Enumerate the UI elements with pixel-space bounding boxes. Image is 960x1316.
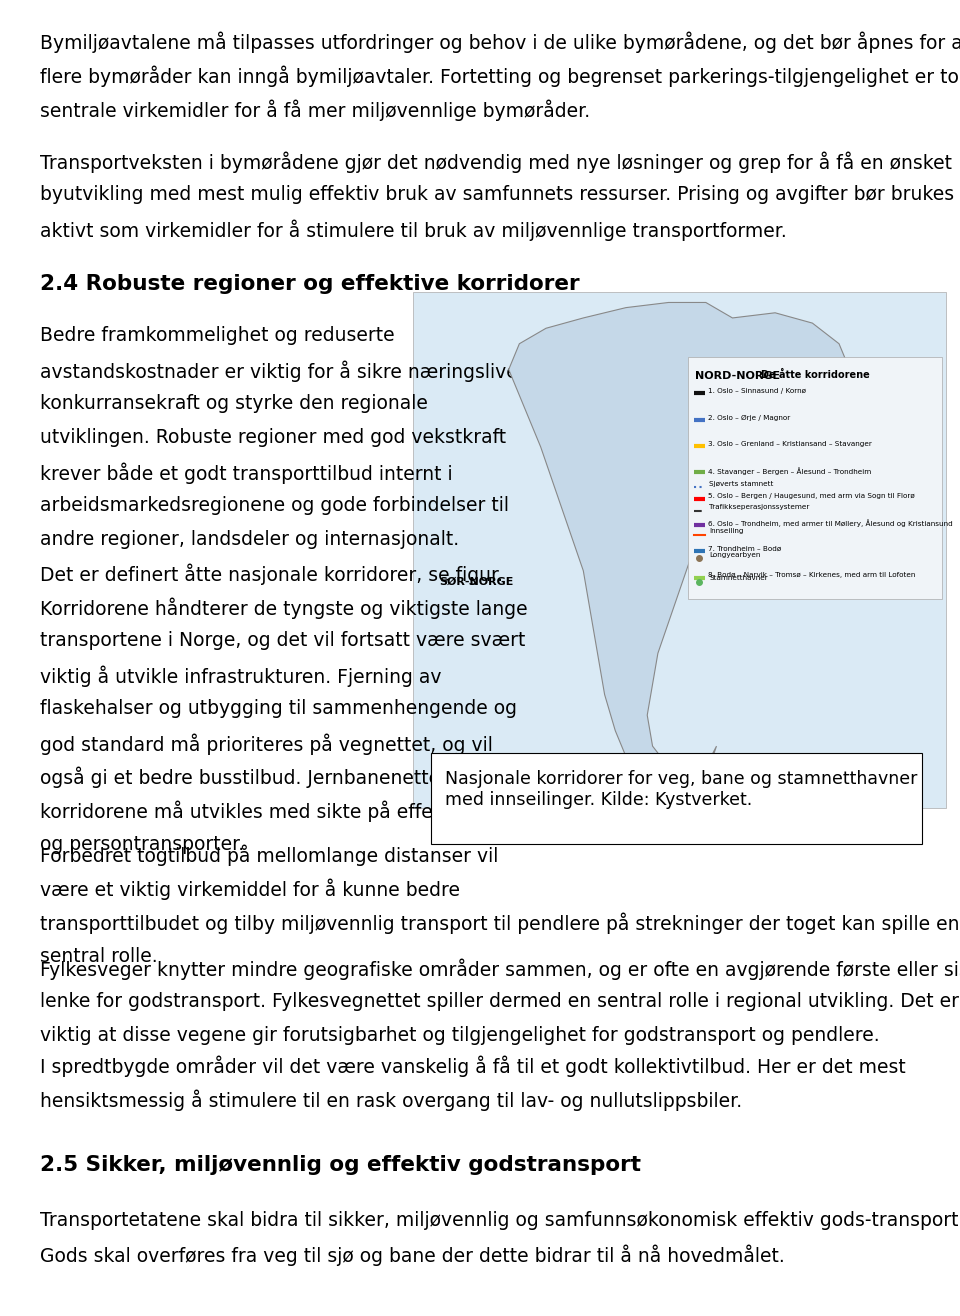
Text: Fylkesveger knytter mindre geografiske områder sammen, og er ofte en avgjørende : Fylkesveger knytter mindre geografiske o…	[40, 958, 960, 979]
Text: viktig å utvikle infrastrukturen. Fjerning av: viktig å utvikle infrastrukturen. Fjerni…	[40, 665, 442, 687]
Text: viktig at disse vegene gir forutsigbarhet og tilgjengelighet for godstransport o: viktig at disse vegene gir forutsigbarhe…	[40, 1026, 880, 1045]
Text: transportene i Norge, og det vil fortsatt være svært: transportene i Norge, og det vil fortsat…	[40, 632, 526, 650]
Text: Gods skal overføres fra veg til sjø og bane der dette bidrar til å nå hovedmålet: Gods skal overføres fra veg til sjø og b…	[40, 1245, 785, 1266]
Text: 3. Oslo – Grenland – Kristiansand – Stavanger: 3. Oslo – Grenland – Kristiansand – Stav…	[708, 441, 872, 447]
Text: krever både et godt transporttilbud internt i: krever både et godt transporttilbud inte…	[40, 462, 453, 484]
Text: konkurransekraft og styrke den regionale: konkurransekraft og styrke den regionale	[40, 395, 428, 413]
Text: hensiktsmessig å stimulere til en rask overgang til lav- og nullutslippsbiler.: hensiktsmessig å stimulere til en rask o…	[40, 1090, 742, 1111]
Text: Stamnetthavner: Stamnetthavner	[709, 575, 768, 582]
Text: NORD-NORGE: NORD-NORGE	[695, 371, 780, 380]
Text: byutvikling med mest mulig effektiv bruk av samfunnets ressurser. Prising og avg: byutvikling med mest mulig effektiv bruk…	[40, 186, 954, 204]
Text: 5. Oslo – Bergen / Haugesund, med arm via Sogn til Florø: 5. Oslo – Bergen / Haugesund, med arm vi…	[708, 494, 915, 500]
Text: 1. Oslo – Sinnasund / Kornø: 1. Oslo – Sinnasund / Kornø	[708, 388, 806, 395]
FancyBboxPatch shape	[413, 292, 946, 808]
Text: Transportveksten i bymørådene gjør det nødvendig med nye løsninger og grep for å: Transportveksten i bymørådene gjør det n…	[40, 151, 952, 172]
Text: andre regioner, landsdeler og internasjonalt.: andre regioner, landsdeler og internasjo…	[40, 530, 460, 549]
Text: 2.4 Robuste regioner og effektive korridorer: 2.4 Robuste regioner og effektive korrid…	[40, 274, 580, 293]
Text: sentrale virkemidler for å få mer miljøvennlige bymøråder.: sentrale virkemidler for å få mer miljøv…	[40, 100, 590, 121]
Text: utviklingen. Robuste regioner med god vekstkraft: utviklingen. Robuste regioner med god ve…	[40, 428, 507, 447]
FancyBboxPatch shape	[431, 753, 922, 844]
Text: 7. Trondheim – Bodø: 7. Trondheim – Bodø	[708, 546, 781, 553]
Text: Trafikkseperasjonssystemer: Trafikkseperasjonssystemer	[709, 504, 809, 511]
Text: I spredtbygde områder vil det være vanskelig å få til et godt kollektivtilbud. H: I spredtbygde områder vil det være vansk…	[40, 1055, 906, 1076]
Text: aktivt som virkemidler for å stimulere til bruk av miljøvennlige transportformer: aktivt som virkemidler for å stimulere t…	[40, 220, 787, 241]
Text: De åtte korridorene: De åtte korridorene	[760, 370, 870, 380]
Text: 2. Oslo – Ørje / Magnor: 2. Oslo – Ørje / Magnor	[708, 415, 790, 421]
Text: Innseiling: Innseiling	[709, 528, 744, 534]
Text: 8. Bodø – Narvik – Tromsø – Kirkenes, med arm til Lofoten: 8. Bodø – Narvik – Tromsø – Kirkenes, me…	[708, 572, 916, 579]
Text: Korridorene håndterer de tyngste og viktigste lange: Korridorene håndterer de tyngste og vikt…	[40, 597, 528, 619]
Text: Det er definert åtte nasjonale korridorer, se figur.: Det er definert åtte nasjonale korridore…	[40, 563, 503, 584]
Text: transporttilbudet og tilby miljøvennlig transport til pendlere på strekninger de: transporttilbudet og tilby miljøvennlig …	[40, 913, 960, 934]
Text: sentral rolle.: sentral rolle.	[40, 946, 158, 966]
Text: og persontransporter.: og persontransporter.	[40, 834, 245, 854]
Text: også gi et bedre busstilbud. Jernbanenettet i: også gi et bedre busstilbud. Jernbanenet…	[40, 767, 459, 788]
Text: flaskehalser og utbygging til sammenhengende og: flaskehalser og utbygging til sammenheng…	[40, 699, 517, 719]
Text: være et viktig virkemiddel for å kunne bedre: være et viktig virkemiddel for å kunne b…	[40, 879, 461, 900]
Text: 6. Oslo – Trondheim, med armer til Møllery, Ålesund og Kristiansund: 6. Oslo – Trondheim, med armer til Mølle…	[708, 520, 953, 528]
Text: Sjøverts stamnett: Sjøverts stamnett	[709, 480, 774, 487]
Text: arbeidsmarkedsregionene og gode forbindelser til: arbeidsmarkedsregionene og gode forbinde…	[40, 496, 510, 515]
Text: Transportetatene skal bidra til sikker, miljøvennlig og samfunnsøkonomisk effekt: Transportetatene skal bidra til sikker, …	[40, 1211, 960, 1229]
Text: 2.5 Sikker, miljøvennlig og effektiv godstransport: 2.5 Sikker, miljøvennlig og effektiv god…	[40, 1155, 641, 1175]
Text: Forbedret togtilbud på mellomlange distanser vil: Forbedret togtilbud på mellomlange dista…	[40, 845, 498, 866]
Text: Nasjonale korridorer for veg, bane og stamnetthavner
med innseilinger. Kilde: Ky: Nasjonale korridorer for veg, bane og st…	[445, 770, 918, 808]
Text: SØR-NORGE: SØR-NORGE	[440, 578, 514, 587]
Text: Bymiljøavtalene må tilpasses utfordringer og behov i de ulike bymørådene, og det: Bymiljøavtalene må tilpasses utfordringe…	[40, 32, 960, 53]
Text: korridorene må utvikles med sikte på effektive gods-: korridorene må utvikles med sikte på eff…	[40, 801, 537, 822]
Text: flere bymøråder kan inngå bymiljøavtaler. Fortetting og begrenset parkerings-til: flere bymøråder kan inngå bymiljøavtaler…	[40, 66, 959, 87]
Text: lenke for godstransport. Fylkesvegnettet spiller dermed en sentral rolle i regio: lenke for godstransport. Fylkesvegnettet…	[40, 992, 959, 1011]
Text: Longyearbyen: Longyearbyen	[709, 551, 760, 558]
Text: avstandskostnader er viktig for å sikre næringslivets: avstandskostnader er viktig for å sikre …	[40, 361, 536, 382]
Polygon shape	[509, 303, 850, 787]
FancyBboxPatch shape	[688, 357, 942, 599]
Text: 4. Stavanger – Bergen – Ålesund – Trondheim: 4. Stavanger – Bergen – Ålesund – Trondh…	[708, 467, 872, 475]
Text: god standard må prioriteres på vegnettet, og vil: god standard må prioriteres på vegnettet…	[40, 733, 493, 754]
Text: Bedre framkommelighet og reduserte: Bedre framkommelighet og reduserte	[40, 326, 395, 345]
